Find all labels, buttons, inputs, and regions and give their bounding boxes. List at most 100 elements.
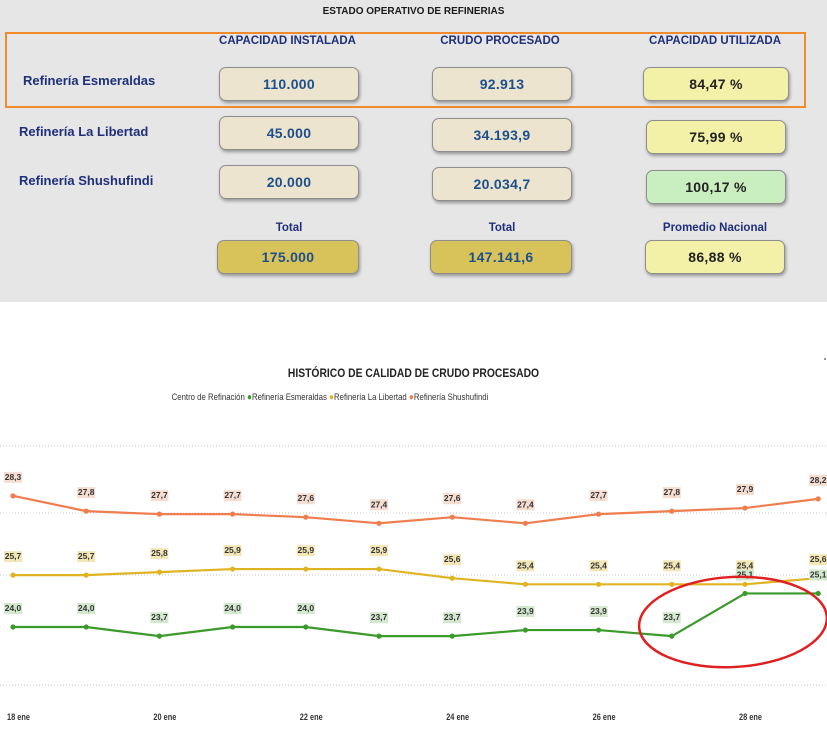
- data-label: 25,7: [5, 551, 22, 561]
- divider-mark: [824, 358, 826, 360]
- data-label-bg: [516, 606, 535, 618]
- data-point: [669, 508, 675, 514]
- data-label-bg: [150, 490, 169, 502]
- data-label: 25,4: [737, 560, 754, 570]
- data-label-bg: [150, 548, 169, 560]
- data-point: [669, 633, 675, 639]
- data-point: [376, 520, 382, 526]
- data-label: 28,2: [810, 475, 827, 485]
- data-label-bg: [4, 603, 22, 614]
- data-label-bg: [809, 474, 827, 486]
- data-label-bg: [4, 471, 22, 483]
- data-label-bg: [370, 545, 388, 557]
- column-header-processed: CRUDO PROCESADO: [440, 35, 560, 47]
- total-capacity-value: 175.000: [217, 240, 359, 274]
- data-label: 25,8: [151, 548, 168, 558]
- data-point: [230, 624, 236, 630]
- data-label: 25,7: [78, 551, 95, 561]
- data-point: [376, 633, 382, 639]
- data-point: [303, 624, 309, 630]
- legend-item[interactable]: Refinería Shushufindi: [413, 392, 489, 403]
- x-tick-label: 28 ene: [739, 712, 762, 722]
- data-label: 23,7: [444, 612, 461, 622]
- legend-item[interactable]: Refinería Esmeraldas: [251, 392, 327, 403]
- data-label-bg: [736, 569, 754, 581]
- data-label: 23,7: [151, 612, 168, 622]
- data-label-bg: [809, 554, 827, 566]
- data-label: 27,4: [371, 499, 388, 509]
- data-point: [449, 633, 455, 639]
- data-label-bg: [662, 560, 681, 572]
- data-point: [83, 624, 89, 630]
- data-label: 27,4: [517, 499, 534, 509]
- column-header-capacity: CAPACIDAD INSTALADA: [219, 35, 356, 47]
- data-label: 27,6: [444, 493, 461, 503]
- data-point: [156, 569, 162, 575]
- data-point: [596, 581, 602, 587]
- utilization-value: 84,47 %: [643, 67, 789, 101]
- data-label-bg: [223, 490, 242, 502]
- data-label-bg: [150, 612, 169, 624]
- data-label: 25,4: [664, 560, 681, 570]
- data-label-bg: [296, 493, 315, 505]
- data-label: 23,7: [664, 612, 681, 622]
- chart-title: HISTÓRICO DE CALIDAD DE CRUDO PROCESADO: [287, 366, 540, 380]
- data-point: [522, 581, 529, 587]
- data-label: 23,9: [590, 606, 607, 616]
- data-label-bg: [296, 545, 315, 557]
- data-point: [522, 627, 529, 633]
- x-tick-label: 18 ene: [7, 712, 30, 722]
- data-point: [742, 590, 748, 597]
- data-label: 25,9: [371, 545, 388, 555]
- data-label: 27,8: [664, 487, 681, 497]
- data-label: 25,4: [517, 560, 534, 570]
- data-point: [449, 514, 455, 520]
- data-point: [10, 624, 16, 630]
- panel-title: ESTADO OPERATIVO DE REFINERIAS: [322, 6, 505, 17]
- x-tick-label: 26 ene: [593, 712, 616, 722]
- data-point: [156, 633, 162, 639]
- data-label: 25,6: [810, 554, 827, 564]
- legend-dot-icon: ●: [329, 392, 334, 403]
- data-label-bg: [589, 560, 608, 572]
- data-point: [230, 566, 236, 572]
- data-label-bg: [443, 612, 462, 624]
- data-label: 23,7: [371, 612, 388, 622]
- data-point: [449, 575, 455, 581]
- x-tick-label: 24 ene: [446, 712, 469, 722]
- total-processed-value: 147.141,6: [430, 240, 572, 274]
- data-label: 27,9: [737, 484, 754, 494]
- x-tick-label: 20 ene: [153, 712, 176, 722]
- data-label-bg: [809, 569, 827, 581]
- data-label: 25,1: [737, 569, 754, 579]
- national-average-value: 86,88 %: [645, 240, 785, 274]
- capacity-value: 45.000: [219, 116, 359, 150]
- data-point: [303, 514, 309, 520]
- data-label-bg: [736, 484, 754, 496]
- legend-item[interactable]: Refinería La Libertad: [333, 392, 407, 403]
- data-point: [156, 511, 162, 517]
- data-label-bg: [223, 603, 242, 614]
- data-label: 25,9: [298, 545, 315, 555]
- capacity-value: 110.000: [219, 67, 359, 101]
- data-point: [815, 496, 821, 502]
- data-point: [83, 572, 89, 578]
- data-label: 27,6: [298, 493, 315, 503]
- utilization-value: 75,99 %: [646, 120, 786, 154]
- data-point: [669, 581, 675, 587]
- data-label: 24,0: [298, 603, 315, 613]
- data-point: [376, 566, 382, 572]
- data-point: [10, 572, 16, 578]
- series-line: [13, 592, 819, 638]
- data-label-bg: [77, 487, 96, 499]
- data-label-bg: [589, 490, 608, 502]
- data-label: 24,0: [5, 603, 22, 613]
- national-average-label: Promedio Nacional: [662, 222, 768, 234]
- data-label-bg: [662, 612, 681, 624]
- processed-value: 20.034,7: [432, 167, 572, 201]
- data-label-bg: [589, 606, 608, 618]
- chart-legend: Centro de Refinación ●Refinería Esmerald…: [59, 392, 600, 403]
- data-label-bg: [370, 612, 388, 624]
- data-label: 27,7: [590, 490, 607, 500]
- data-label: 25,9: [224, 545, 241, 555]
